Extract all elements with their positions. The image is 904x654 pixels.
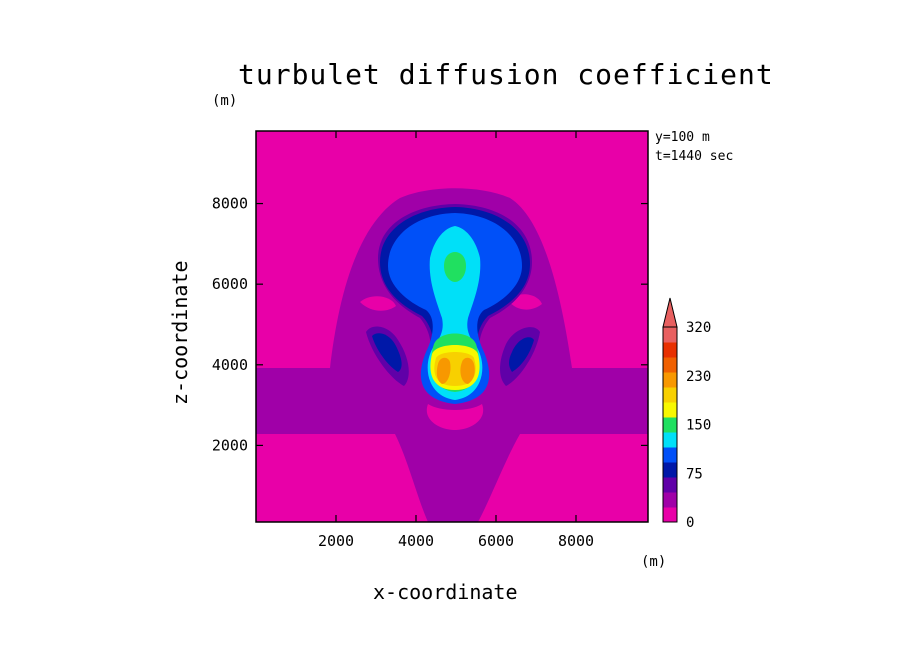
colorbar-swatch [663, 327, 677, 343]
contour-inner-pink-left [360, 296, 396, 311]
colorbar-swatch [663, 477, 677, 493]
colorbar-swatch [663, 417, 677, 433]
colorbar-swatch [663, 387, 677, 403]
x-tick-label: 6000 [478, 532, 514, 550]
x-tick-label: 8000 [558, 532, 594, 550]
y-axis-unit: (m) [212, 93, 238, 109]
colorbar: 0 75 150 230 320 [662, 297, 711, 531]
axis-ticks: 2000 4000 6000 8000 2000 4000 6000 8000 [212, 131, 648, 550]
colorbar-swatch [663, 462, 677, 478]
x-tick-label: 4000 [398, 532, 434, 550]
colorbar-swatch [663, 492, 677, 508]
x-tick-label: 2000 [318, 532, 354, 550]
y-tick-label: 4000 [212, 356, 248, 374]
chart-title: turbulet diffusion coefficient [238, 58, 774, 91]
colorbar-swatch [663, 357, 677, 373]
colorbar-label: 75 [686, 466, 703, 482]
colorbar-swatch [663, 507, 677, 523]
contour-plot [256, 131, 648, 522]
annotation-y-position: y=100 m [655, 130, 710, 145]
x-axis-unit: (m) [641, 554, 667, 570]
y-tick-label: 8000 [212, 195, 248, 213]
colorbar-label: 150 [686, 418, 711, 434]
x-axis-label: x-coordinate [373, 580, 518, 604]
colorbar-swatch [663, 447, 677, 463]
annotation-time: t=1440 sec [655, 149, 734, 164]
plot-frame [255, 130, 649, 523]
contour-side-75-right [509, 337, 534, 372]
contour-inner-pink-core [426, 404, 484, 430]
colorbar-swatch [663, 372, 677, 388]
colorbar-label: 320 [686, 320, 711, 336]
colorbar-swatch [663, 342, 677, 358]
colorbar-swatch [663, 432, 677, 448]
contour-side-75-left [372, 333, 402, 372]
y-tick-label: 6000 [212, 275, 248, 293]
colorbar-swatch [663, 402, 677, 418]
contour-band-260-right [460, 357, 475, 384]
y-tick-label: 2000 [212, 436, 248, 454]
contour-band-260-left [436, 357, 451, 384]
colorbar-label: 230 [686, 369, 711, 385]
colorbar-frame [662, 326, 678, 523]
colorbar-extend-arrow [662, 297, 678, 328]
colorbar-label: 0 [686, 515, 694, 531]
contour-band-175-top [444, 252, 466, 282]
